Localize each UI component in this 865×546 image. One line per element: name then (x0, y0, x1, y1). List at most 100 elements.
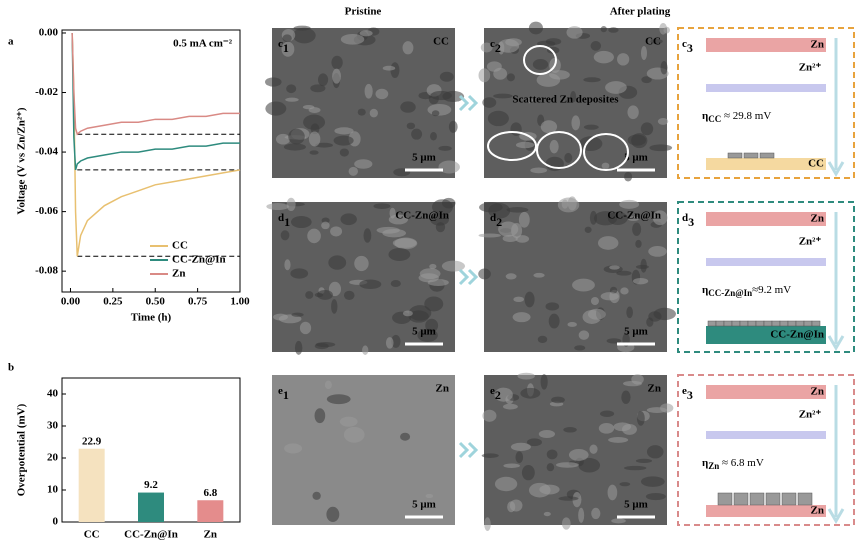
sem-texture (293, 25, 311, 31)
sem-texture (340, 213, 357, 226)
substrate-label: Zn (811, 505, 824, 517)
sem-texture (578, 330, 590, 340)
zn-deposit (759, 152, 775, 159)
sem-texture (265, 101, 287, 116)
y-axis-label: Voltage (V vs Zn/Zn²⁺) (16, 107, 28, 215)
sem-texture (590, 296, 599, 306)
sem-texture (563, 427, 577, 433)
sem-texture (583, 124, 599, 130)
eta-value: ≈ 29.8 mV (721, 110, 771, 122)
sem-texture (280, 230, 290, 241)
sem-texture (340, 33, 365, 45)
plot-frame (61, 29, 241, 293)
sem-texture (427, 103, 452, 116)
sem-texture (303, 114, 326, 130)
sem-texture (486, 61, 502, 72)
eta-symbol: η (702, 110, 708, 122)
chevron (458, 268, 470, 286)
sem-texture (652, 210, 668, 226)
sem-texture (623, 465, 647, 471)
sem-texture (528, 21, 543, 35)
sem-texture (515, 451, 524, 464)
schematic-frame (677, 374, 855, 526)
ion-arrow-head (827, 161, 845, 177)
sem-texture (400, 101, 416, 113)
sem-texture (640, 476, 665, 487)
sem-texture (555, 462, 579, 468)
sem-texture (566, 26, 583, 39)
sem-texture (315, 142, 333, 148)
sem-texture (408, 305, 432, 321)
sem-texture (284, 443, 303, 454)
sem-texture (314, 408, 326, 424)
sem-texture (281, 41, 295, 57)
x-tick-label: CC-Zn@In (124, 529, 178, 541)
separator (706, 84, 826, 92)
sem-texture (538, 430, 556, 439)
zn-deposit (747, 320, 757, 327)
sem-texture (593, 211, 618, 226)
highlight-ring (523, 45, 557, 75)
sem-texture (494, 476, 518, 492)
sem-texture (273, 313, 288, 321)
scale-label: 5 μm (412, 152, 436, 164)
panel-subscript: 2 (496, 215, 502, 229)
sem-texture (286, 84, 297, 94)
x-axis-label: Time (h) (131, 312, 172, 324)
annotation: 0.5 mA cm⁻² (173, 38, 233, 50)
sem-texture (283, 143, 306, 151)
panel-subscript: 1 (283, 41, 289, 55)
sem-texture (385, 337, 394, 349)
sem-texture (546, 449, 558, 460)
sem-texture (528, 482, 551, 498)
bar (197, 500, 224, 522)
sem-texture (540, 120, 558, 134)
panel-subscript: 3 (688, 215, 694, 229)
sem-texture (390, 62, 400, 79)
scale-label: 5 μm (412, 499, 436, 511)
sem-texture (659, 22, 668, 35)
sem-texture (641, 76, 652, 84)
zn-plate (706, 212, 826, 226)
sem-texture (545, 302, 560, 311)
sem-texture (392, 238, 417, 248)
sem-texture (526, 438, 542, 447)
sem-texture (362, 345, 369, 355)
sem-texture (494, 387, 513, 402)
chevron (458, 94, 470, 112)
sem-texture (266, 203, 290, 211)
sem-texture (429, 263, 437, 270)
sem-texture (488, 202, 511, 219)
eta-value: ≈ 6.8 mV (719, 457, 764, 469)
zn-deposit (811, 320, 821, 327)
sem-texture (505, 273, 517, 280)
ion-arrow-head (827, 335, 845, 351)
sem-texture (584, 226, 592, 233)
sem-texture (607, 484, 618, 501)
sem-texture (331, 55, 343, 70)
sem-texture (635, 264, 649, 269)
sem-texture (294, 340, 303, 355)
sem-texture (503, 463, 520, 468)
y-tick-label: 10 (47, 484, 59, 496)
sem-texture (288, 128, 305, 145)
sem-texture (382, 65, 396, 71)
sem-texture (524, 291, 535, 308)
substrate (706, 505, 826, 517)
plate-label: Zn (811, 213, 824, 225)
sem-texture (510, 122, 522, 136)
y-tick-label: 40 (47, 388, 59, 400)
sem-tag: CC-Zn@In (395, 210, 449, 222)
sem-image (272, 375, 455, 525)
sem-texture (478, 68, 491, 83)
column-header: After plating (610, 6, 671, 18)
zn-deposit (743, 152, 759, 159)
sem-texture (551, 396, 565, 404)
value-label: 6.8 (203, 487, 217, 499)
sem-texture (631, 374, 644, 385)
line-series (71, 32, 240, 171)
sem-texture (290, 216, 312, 229)
sem-texture (321, 221, 330, 230)
sem-texture (438, 145, 452, 151)
sem-texture (326, 394, 351, 405)
